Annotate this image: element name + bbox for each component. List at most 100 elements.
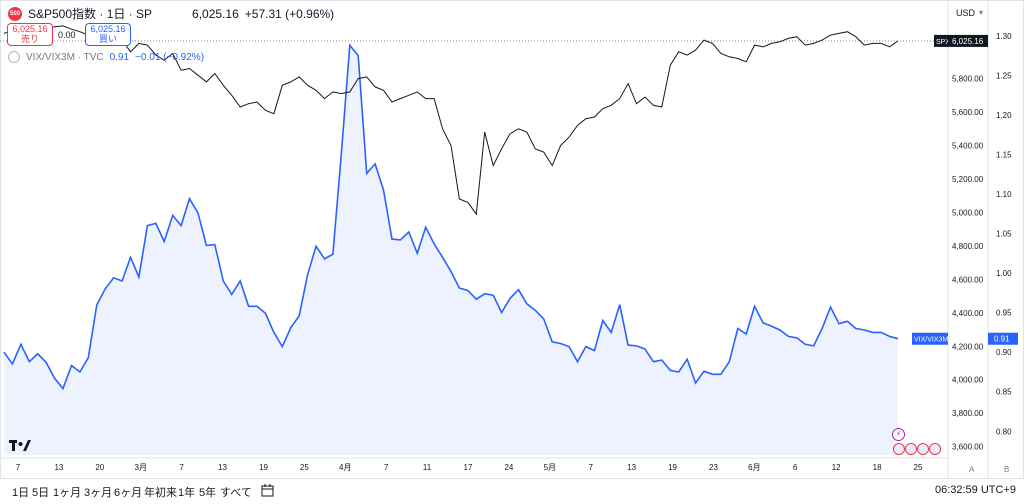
ratio-tick-label: 1.30 [996,32,1012,41]
overlay-label: VIX/VIX3M · TVC [26,51,104,63]
ratio-tick-label: 0.85 [996,388,1012,397]
vix-ratio-line [3,43,899,391]
sell-label: 売り [20,34,39,44]
time-tick-label: 7 [16,463,21,472]
vix-value-tag: 0.91 [994,335,1010,344]
bottom-toolbar: 1日 5日 1ヶ月 3ヶ月 6ヶ月 年初来 1年 5年 すべて 06:32:59… [0,478,1024,504]
sell-button[interactable]: 6,025.16 売り [7,23,53,46]
tradingview-logo-icon[interactable] [9,440,31,457]
spx-price-line [3,24,899,216]
vix-value-box [988,332,1018,345]
currency-selector[interactable]: USD [956,8,976,18]
buy-label: 買い [98,34,117,44]
range-1d[interactable]: 1日 [12,487,30,499]
event-lightning-icon[interactable]: ⚡ [892,428,905,441]
price-tick-label: 5,200.00 [952,175,984,184]
vix-tag-label: VIX/VIX3M [914,337,948,344]
earnings-flag-icon[interactable] [929,443,941,455]
time-axis: 7 13 20 3月 7 13 19 25 4月 7 11 17 24 5月 7 13 19 23 6月 6 12 18 2… [0,457,948,472]
last-price: 6,025.16 [192,6,239,21]
time-tick-label: 7 [589,463,594,472]
price-tick-label: 4,400.00 [952,309,984,318]
price-tick-label: 3,600.00 [952,443,984,452]
time-tick-label: 19 [668,463,677,472]
date-range-calendar-icon[interactable] [261,484,274,500]
ratio-tick-label: 0.95 [996,309,1012,318]
price-tick-label: 5,400.00 [952,141,984,150]
ratio-tick-label: 1.10 [996,190,1012,199]
sell-price: 6,025.16 [12,24,48,34]
ratio-tick-label: 1.00 [996,269,1012,278]
time-tick-label: 12 [832,463,841,472]
price-tick-label: 4,000.00 [952,376,984,385]
time-tick-label: 20 [95,463,104,472]
range-1y[interactable]: 1年 [178,487,196,499]
earnings-flag-icon[interactable] [893,443,905,455]
earnings-flag-icon[interactable] [917,443,929,455]
time-tick-label: 6月 [748,463,760,472]
time-tick-label: 18 [873,463,882,472]
range-all[interactable]: すべて [220,487,252,499]
ratio-tick-label: 1.05 [996,230,1012,239]
ratio-tick-label: 0.80 [996,427,1012,436]
range-5y[interactable]: 5年 [199,487,217,499]
time-tick-label: 24 [504,463,513,472]
range-5d[interactable]: 5日 [32,487,50,499]
price-tick-label: 5,600.00 [952,108,984,117]
clock-timezone[interactable]: 06:32:59 UTC+9 [934,484,1016,496]
ratio-tick-label: 1.20 [996,111,1012,120]
price-change: +57.31 (+0.96%) [244,6,335,21]
spx-value-tag: 6,025.16 [952,37,984,46]
spread-value: 0.00 [58,30,76,40]
price-tick-label: 3,800.00 [952,409,984,418]
spx-tag-box [934,34,948,47]
price-tick-label: 4,600.00 [952,275,984,284]
range-3m[interactable]: 3ヶ月 [84,487,113,499]
time-tick-label: 13 [627,463,636,472]
time-tick-label: 23 [709,463,718,472]
symbol-title[interactable]: S&P500指数 · 1日 · SP [28,7,153,21]
time-tick-label: 17 [464,463,473,472]
time-tick-label: 25 [300,463,309,472]
ratio-tick-label: 1.25 [996,71,1012,80]
price-chart[interactable]: 5,800.00 5,600.00 5,400.00 5,200.00 5,000.00… [0,0,1024,478]
scale-mode-toggle[interactable]: B [1004,465,1010,474]
earnings-flag-icon[interactable] [905,443,917,455]
time-tick-label: 5月 [544,463,556,472]
ratio-tick-label: 0.90 [996,348,1012,357]
vix-tag-box [912,332,948,345]
time-tick-label: 3月 [135,463,147,472]
range-ytd[interactable]: 年初来 [144,487,177,499]
chevron-down-icon[interactable]: ▾ [979,8,984,17]
time-tick-label: 13 [218,463,227,472]
overlay-value: 0.91 [109,51,130,63]
price-tick-label: 4,800.00 [952,242,984,251]
time-tick-label: 13 [54,463,63,472]
price-tick-label: 5,000.00 [952,208,984,217]
symbol-badge: 500 [8,6,22,21]
spx-value-box [948,34,988,47]
price-tick-label: 5,800.00 [952,75,984,84]
price-axis: 5,800.00 5,600.00 5,400.00 5,200.00 5,000.00… [912,0,1018,478]
buy-button[interactable]: 6,025.16 買い [85,23,131,46]
spx-tag-label: SPX [936,39,950,46]
auto-scale-toggle[interactable]: A [969,465,975,474]
buy-price: 6,025.16 [90,24,126,34]
overlay-change: −0.01 (−0.92%) [135,51,205,63]
ratio-tick-label: 1.15 [996,150,1012,159]
range-1m[interactable]: 1ヶ月 [53,487,82,499]
time-tick-label: 6 [793,463,798,472]
time-tick-label: 7 [384,463,389,472]
price-tick-label: 4,200.00 [952,342,984,351]
symbol-legend[interactable]: 500 S&P500指数 · 1日 · SP 6,025.16 +57.31 (… [8,5,334,22]
time-tick-label: 7 [179,463,184,472]
time-tick-label: 4月 [339,463,351,472]
time-tick-label: 19 [259,463,268,472]
overlay-legend[interactable]: VIX/VIX3M · TVC 0.91 −0.01 (−0.92%) [8,51,204,63]
range-6m[interactable]: 6ヶ月 [114,487,143,499]
vix-area-fill [4,45,898,456]
eye-icon[interactable] [8,51,20,63]
time-tick-label: 11 [423,463,432,472]
time-tick-label: 25 [914,463,923,472]
plot-area [0,24,948,456]
